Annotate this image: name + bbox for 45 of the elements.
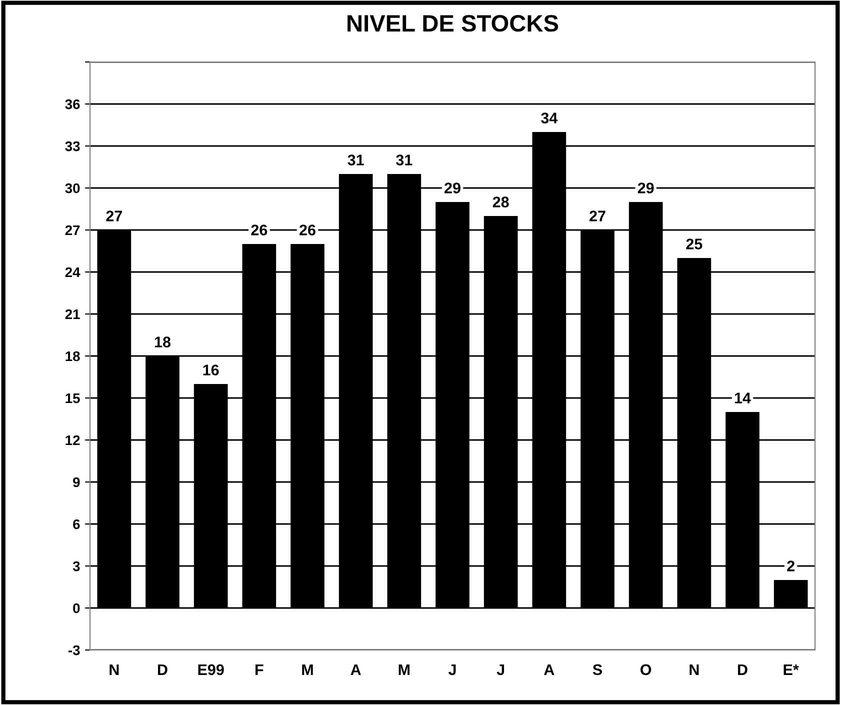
y-tick-label: 0: [73, 603, 80, 614]
x-tick-label: M: [398, 664, 410, 675]
x-tick-label: E99: [198, 664, 224, 676]
x-tick-label: O: [640, 664, 652, 676]
x-tick-label: J: [496, 664, 504, 676]
x-tick-label: J: [448, 664, 456, 676]
x-tick-label: S: [592, 664, 602, 676]
data-label: 26: [300, 224, 316, 236]
data-label: 14: [734, 392, 751, 404]
data-label: 29: [638, 182, 654, 194]
y-tick-label: 21: [65, 309, 80, 320]
data-label: 2: [787, 560, 794, 572]
x-tick-label: E*: [784, 664, 799, 675]
data-label: 31: [348, 154, 364, 166]
x-tick-label: A: [544, 664, 554, 675]
y-tick-label: -3: [68, 645, 80, 656]
y-tick-label: 27: [65, 225, 80, 236]
y-tick-label: 3: [72, 561, 80, 572]
data-label: 27: [106, 210, 122, 222]
x-tick-label: N: [690, 664, 699, 675]
chart-title: NIVEL DE STOCKS: [348, 14, 558, 32]
y-tick-label: 9: [73, 477, 80, 488]
data-label: 16: [203, 364, 219, 376]
y-tick-label: 36: [65, 99, 80, 110]
y-tick-label: 24: [65, 267, 80, 278]
x-tick-label: M: [302, 664, 313, 675]
y-tick-label: 18: [66, 351, 80, 362]
data-label: 31: [396, 154, 412, 166]
data-label: 25: [686, 238, 702, 250]
data-label: 34: [541, 112, 558, 124]
data-label: 26: [251, 224, 268, 236]
y-tick-label: 15: [66, 393, 80, 404]
data-label: 18: [154, 336, 171, 348]
y-tick-label: 12: [66, 435, 80, 446]
x-tick-label: A: [350, 664, 361, 675]
data-label: 27: [590, 210, 606, 222]
y-tick-label: 33: [65, 141, 80, 152]
x-tick-label: N: [110, 664, 119, 675]
x-tick-label: D: [158, 664, 168, 675]
x-tick-label: D: [738, 664, 748, 675]
data-label: 28: [492, 196, 509, 208]
x-tick-label: F: [256, 664, 264, 675]
y-tick-label: 6: [73, 519, 80, 530]
y-tick-label: 30: [65, 183, 80, 194]
data-label: 29: [444, 182, 460, 194]
